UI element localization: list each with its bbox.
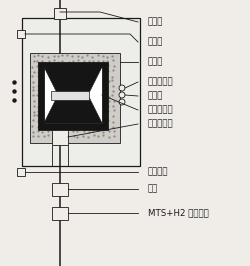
Bar [17, 30, 25, 38]
Bar [52, 183, 68, 196]
Bar [52, 207, 68, 220]
Text: 感应圈: 感应圈 [148, 92, 164, 101]
Circle shape [119, 99, 125, 105]
Text: 出气管: 出气管 [148, 18, 164, 27]
Bar [38, 62, 108, 130]
Circle shape [119, 92, 125, 98]
Polygon shape [44, 67, 102, 95]
Text: 模子和基底: 模子和基底 [148, 106, 174, 114]
Bar [54, 8, 66, 19]
Circle shape [119, 85, 125, 91]
Bar [22, 18, 140, 166]
Bar [51, 91, 89, 100]
Bar [44, 67, 102, 123]
Polygon shape [44, 95, 102, 123]
Bar [52, 130, 68, 145]
Text: 石英反应室: 石英反应室 [148, 119, 174, 128]
Text: 热电偶: 热电偶 [148, 38, 164, 47]
Bar [30, 53, 120, 143]
Text: 推杆: 推杆 [148, 185, 158, 193]
Text: 氮气入口: 氮气入口 [148, 168, 169, 177]
Text: 石墨感应器: 石墨感应器 [148, 77, 174, 86]
Text: 隔热层: 隔热层 [148, 57, 164, 66]
Text: MTS+H2 的引入管: MTS+H2 的引入管 [148, 209, 209, 218]
Bar [17, 168, 25, 176]
